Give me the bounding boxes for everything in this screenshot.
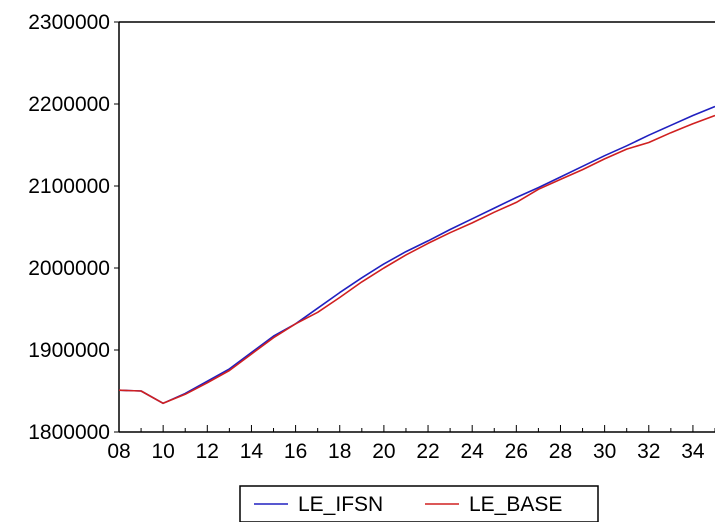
y-tick-label: 1900000 <box>28 339 110 362</box>
x-tick-label: 10 <box>151 440 174 463</box>
x-tick-label: 34 <box>681 440 705 463</box>
x-tick-label: 32 <box>637 440 660 463</box>
series-line-le-base <box>118 114 715 405</box>
x-tick-label: 08 <box>107 440 130 463</box>
x-axis: 08 10 12 14 16 18 20 22 24 26 28 30 32 34 <box>107 425 715 463</box>
x-tick-label: 28 <box>549 440 572 463</box>
x-tick-label: 16 <box>284 440 307 463</box>
legend-box <box>239 485 599 522</box>
x-tick-label: 20 <box>372 440 395 463</box>
series-line-le-ifsn <box>118 105 715 405</box>
legend-label: LE_IFSN <box>298 493 383 516</box>
legend-label: LE_BASE <box>469 493 562 516</box>
x-tick-label: 30 <box>593 440 616 463</box>
y-tick-label: 2100000 <box>28 175 110 198</box>
x-tick-label: 24 <box>461 440 485 463</box>
y-axis: 1800000 1900000 2000000 2100000 2200000 23000… <box>28 11 119 444</box>
x-tick-label: 12 <box>196 440 219 463</box>
y-tick-label: 2000000 <box>28 257 110 280</box>
legend: LE_IFSN LE_BASE <box>239 485 599 522</box>
plot-frame <box>118 21 715 433</box>
y-tick-label: 2300000 <box>28 11 110 34</box>
x-tick-label: 22 <box>416 440 439 463</box>
x-tick-label: 14 <box>240 440 264 463</box>
series-lines <box>118 105 715 405</box>
y-tick-label: 2200000 <box>28 93 110 116</box>
x-tick-label: 26 <box>505 440 528 463</box>
x-tick-label: 18 <box>328 440 351 463</box>
y-tick-label: 1800000 <box>28 421 110 444</box>
